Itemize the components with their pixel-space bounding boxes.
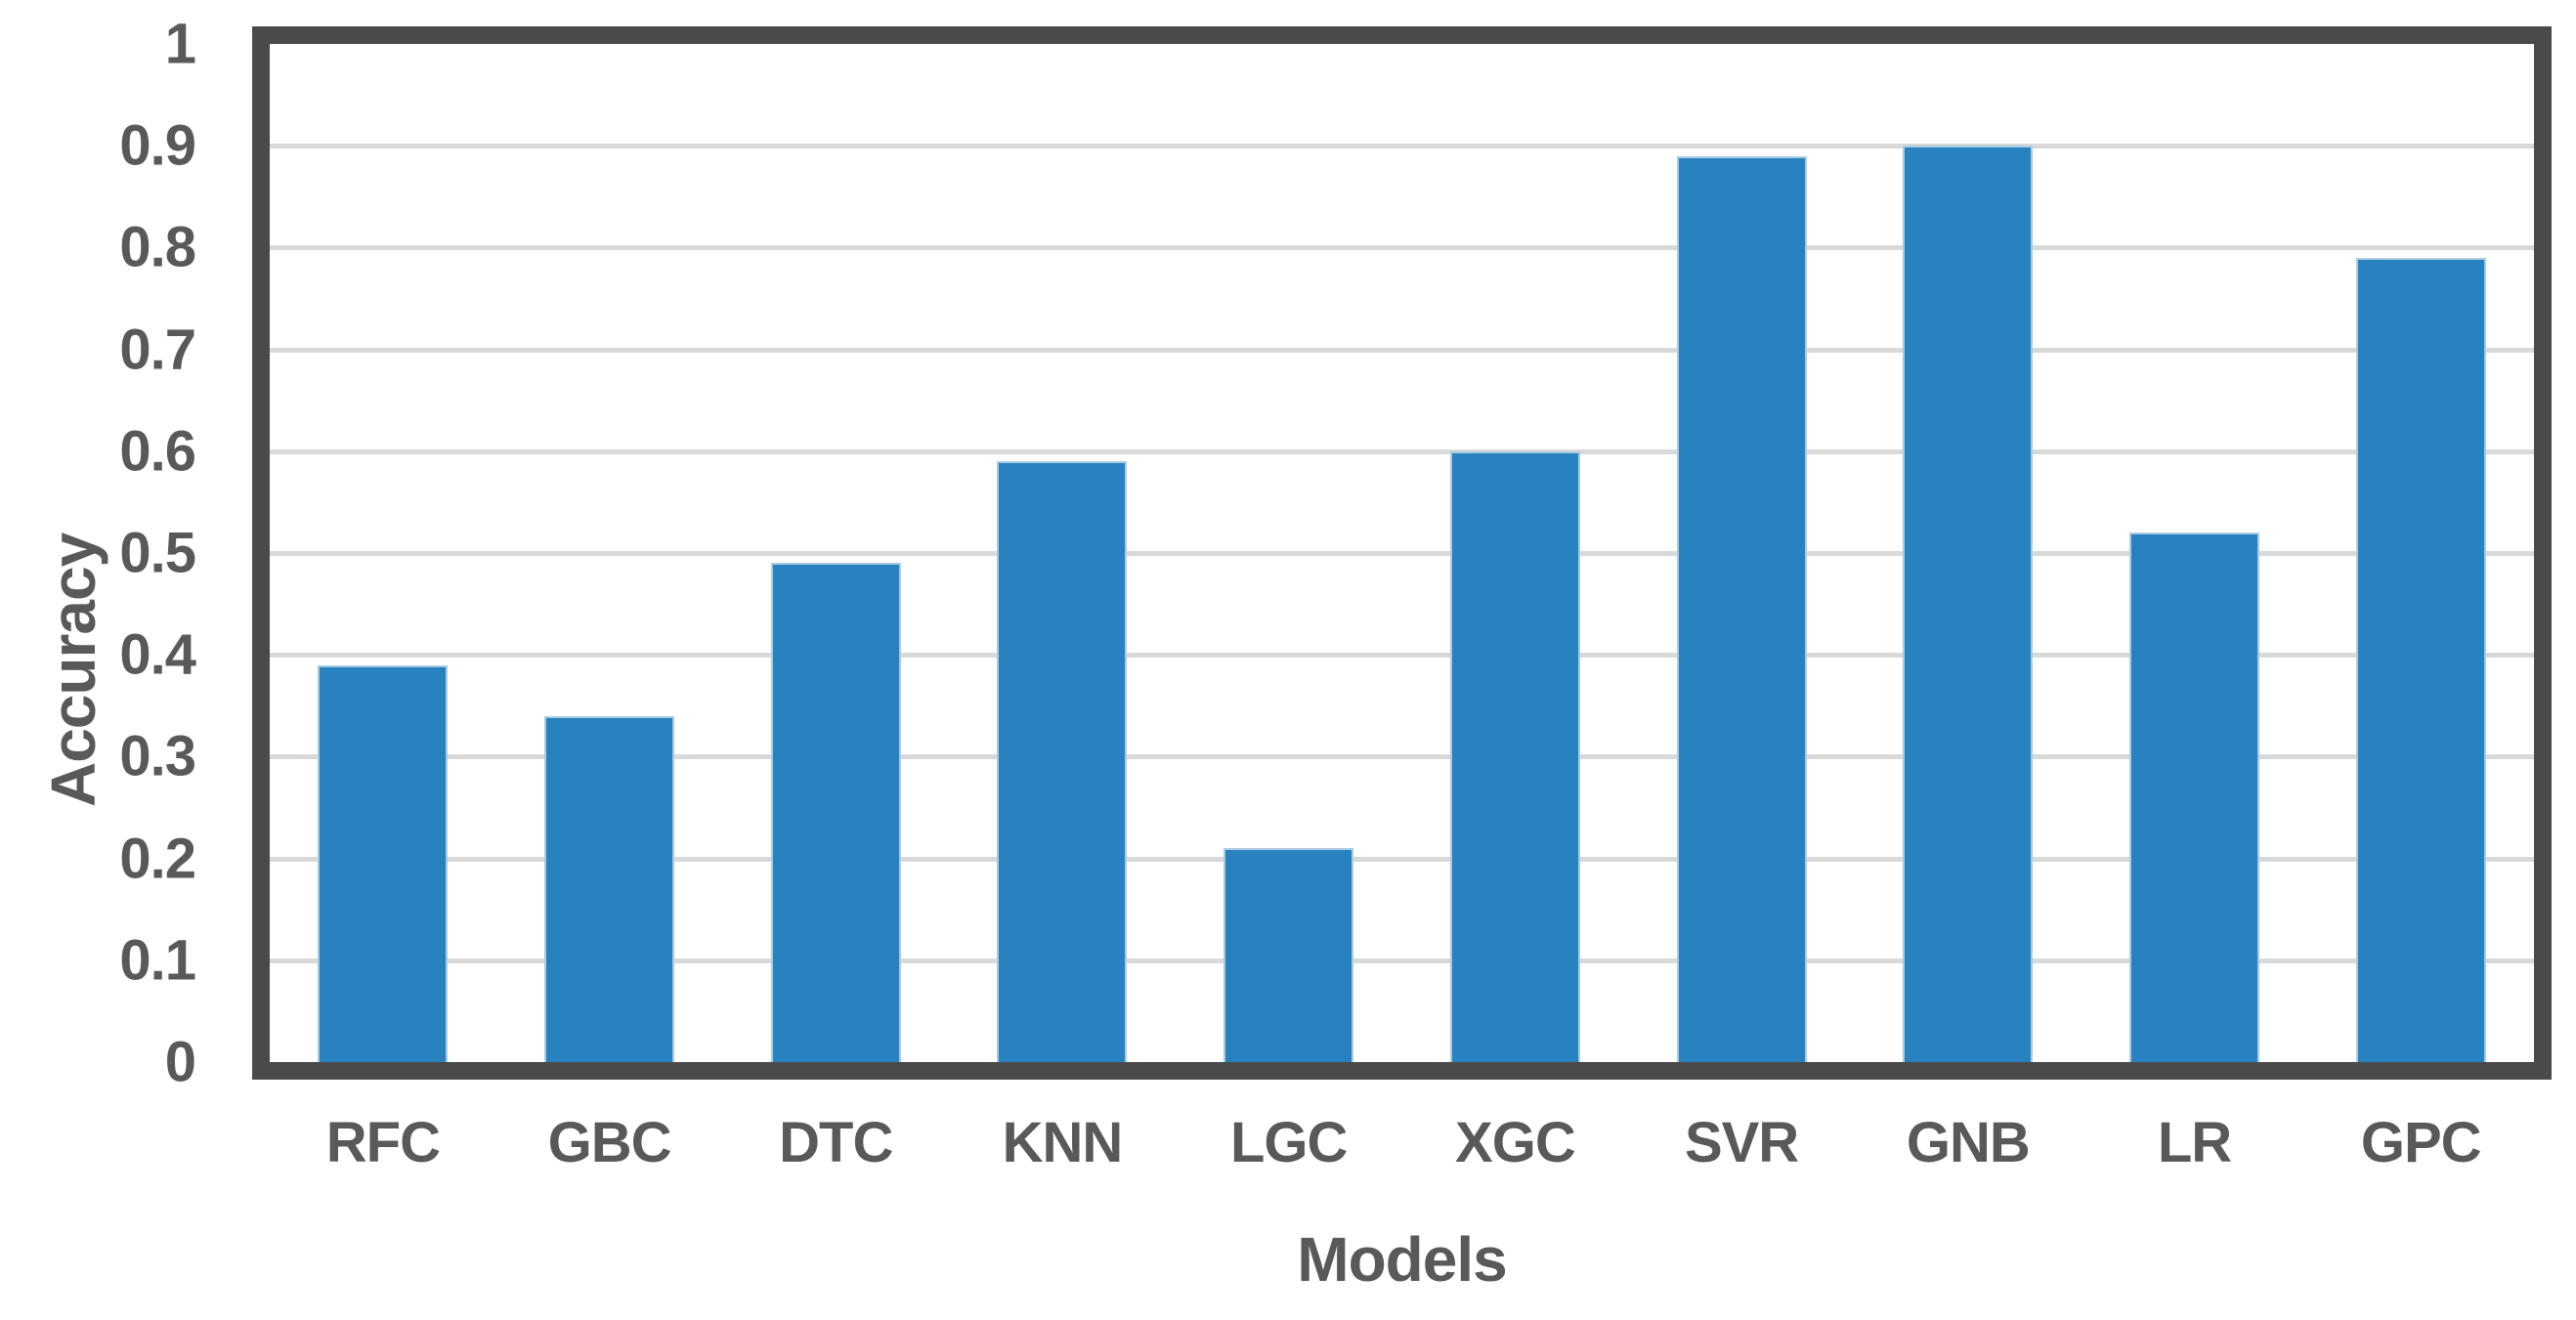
y-tick-label-0: 0 [164,1030,196,1094]
bar-slot-gbc [496,44,723,1062]
gridline-0.2 [270,856,2534,862]
x-tick-label-lgc: LGC [1229,1111,1348,1174]
y-tick-label-1: 1 [164,12,196,76]
y-tick-label-0.4: 0.4 [119,622,196,687]
gridline-0.8 [270,245,2534,251]
bar-lr [2128,532,2259,1062]
bar-xgc [1449,450,1580,1062]
gridline-0.3 [270,754,2534,760]
gridline-0.9 [270,144,2534,149]
bar-slot-gpc [2307,44,2534,1062]
gridline-0.7 [270,347,2534,353]
bar-gnb [1903,146,2034,1062]
bar-slot-lgc [1176,44,1402,1062]
x-tick-label-lr: LR [2157,1111,2232,1174]
bar-rfc [318,664,449,1062]
gridline-0.6 [270,448,2534,454]
x-tick-label-xgc: XGC [1455,1111,1576,1174]
bar-gbc [544,715,675,1062]
gridline-0.5 [270,551,2534,556]
bar-slot-svr [1628,44,1855,1062]
y-tick-label-0.8: 0.8 [119,215,196,279]
x-tick-label-gbc: GBC [547,1111,672,1174]
bar-slot-lr [2082,44,2308,1062]
x-tick-label-rfc: RFC [325,1111,441,1174]
bar-slot-knn [949,44,1176,1062]
y-tick-label-0.7: 0.7 [119,318,196,382]
y-tick-label-0.6: 0.6 [119,419,196,484]
gridline-0.4 [270,653,2534,659]
gridline-0.1 [270,958,2534,963]
bar-dtc [770,563,901,1062]
y-tick-label-0.1: 0.1 [119,928,196,993]
y-tick-label-0.9: 0.9 [119,113,196,178]
x-tick-label-dtc: DTC [779,1111,893,1174]
x-tick-label-knn: KNN [1002,1111,1124,1174]
x-axis-title: Models [1297,1224,1507,1295]
bar-slot-xgc [1402,44,1629,1062]
bar-slot-dtc [722,44,949,1062]
bar-slot-gnb [1855,44,2082,1062]
x-tick-label-gpc: GPC [2360,1111,2482,1174]
y-tick-label-0.5: 0.5 [119,521,196,585]
bar-gpc [2355,257,2486,1062]
bars-row [270,44,2534,1062]
bar-svr [1676,155,1807,1062]
x-tick-label-gnb: GNB [1906,1111,2031,1174]
y-tick-label-0.3: 0.3 [119,724,196,788]
x-tick-label-svr: SVR [1684,1111,1799,1174]
plot-area [252,26,2552,1080]
x-axis-tick-labels: RFC GBC DTC KNN LGC XGC SVR GNB LR GPC [270,1106,2534,1180]
y-tick-label-0.2: 0.2 [119,827,196,891]
bar-lgc [1224,848,1354,1062]
y-axis-tick-labels: 1 0.9 0.8 0.7 0.6 0.5 0.4 0.3 0.2 0.1 0 [0,13,200,1094]
plot-inner [270,44,2534,1062]
bar-slot-rfc [270,44,496,1062]
bar-knn [997,461,1128,1062]
